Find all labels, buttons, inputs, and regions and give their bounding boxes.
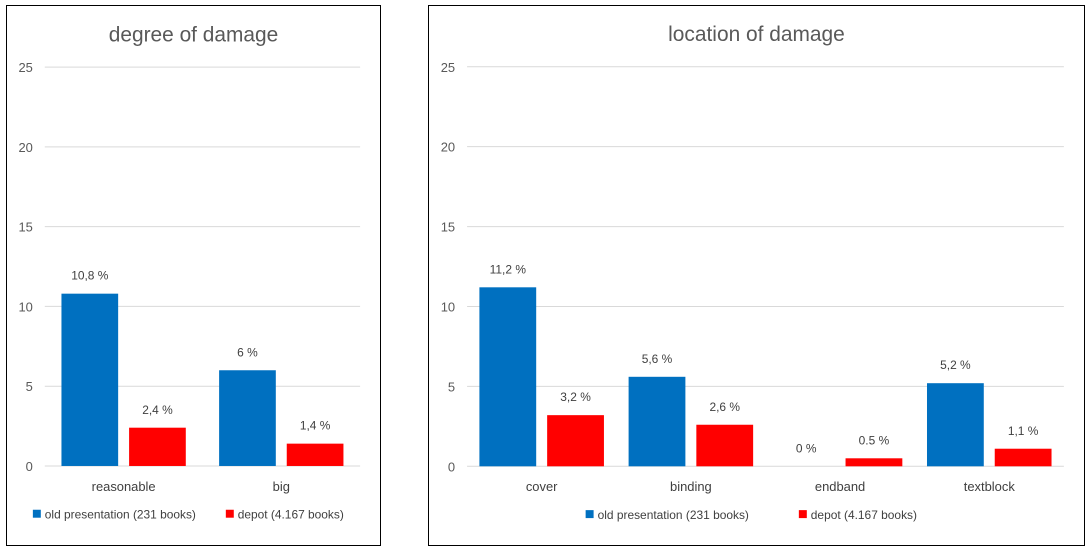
category-label: binding: [670, 479, 712, 494]
data-label: 5,2 %: [940, 358, 971, 372]
y-tick-label: 20: [18, 140, 32, 155]
y-tick-label: 20: [441, 140, 455, 155]
bar-old-presentation: [479, 287, 537, 467]
chart-degree-of-damage: degree of damage 0 5 10 15 20 25 10,8 % 2,4 % rea…: [18, 23, 361, 522]
chart-title: degree of damage: [109, 23, 278, 46]
data-label: 0 %: [796, 441, 817, 455]
bar-old-presentation: [61, 293, 119, 466]
bar-depot: [994, 448, 1052, 467]
y-tick-label: 15: [441, 220, 455, 235]
category-label: textblock: [964, 479, 1016, 494]
category-label: reasonable: [92, 479, 156, 494]
category-label: cover: [526, 479, 558, 494]
y-tick-label: 15: [18, 220, 32, 235]
y-tick-label: 25: [18, 60, 32, 75]
data-label: 11,2 %: [490, 262, 527, 276]
y-tick-label: 5: [26, 379, 33, 394]
legend-swatch: [798, 510, 807, 519]
legend-label: depot (4.167 books): [238, 508, 344, 522]
legend-swatch: [585, 510, 594, 519]
data-label: 2,6 %: [709, 400, 740, 414]
bar-old-presentation: [219, 370, 276, 466]
y-tick-label: 10: [441, 299, 455, 314]
data-label: 0.5 %: [859, 433, 890, 447]
chart-title: location of damage: [668, 23, 845, 46]
data-label: 3,2 %: [560, 390, 591, 404]
chart-panel-degree-of-damage: degree of damage 0 5 10 15 20 25 10,8 % 2,4 % rea…: [6, 5, 381, 546]
bar-depot: [547, 415, 604, 467]
bar-depot: [696, 424, 754, 467]
y-tick-label: 5: [448, 379, 455, 394]
y-tick-label: 25: [441, 60, 455, 75]
category-label: big: [273, 479, 290, 494]
legend-swatch: [32, 509, 41, 518]
data-label: 5,6 %: [642, 352, 673, 366]
legend-label: old presentation (231 books): [45, 508, 196, 522]
bar-depot: [845, 458, 903, 467]
data-label: 1,4 %: [300, 419, 331, 433]
data-label: 6 %: [237, 345, 258, 359]
bar-depot: [286, 443, 344, 466]
y-tick-label: 0: [26, 459, 33, 474]
bar-old-presentation: [628, 376, 686, 467]
bar-old-presentation: [926, 383, 984, 467]
bar-depot: [129, 427, 186, 466]
data-label: 10,8 %: [71, 269, 109, 283]
y-tick-label: 10: [18, 299, 32, 314]
legend-label: depot (4.167 books): [811, 508, 917, 522]
legend-swatch: [225, 509, 234, 518]
chart-location-of-damage: location of damage 0 5 10 15 20 25 11,2 % 3,2 % c…: [441, 23, 1064, 522]
data-label: 2,4 %: [142, 403, 173, 417]
data-label: 1,1 %: [1008, 424, 1039, 438]
legend-label: old presentation (231 books): [598, 508, 749, 522]
chart-panel-location-of-damage: location of damage 0 5 10 15 20 25 11,2 % 3,2 % c…: [428, 5, 1085, 546]
y-tick-label: 0: [448, 459, 455, 474]
category-label: endband: [815, 479, 865, 494]
